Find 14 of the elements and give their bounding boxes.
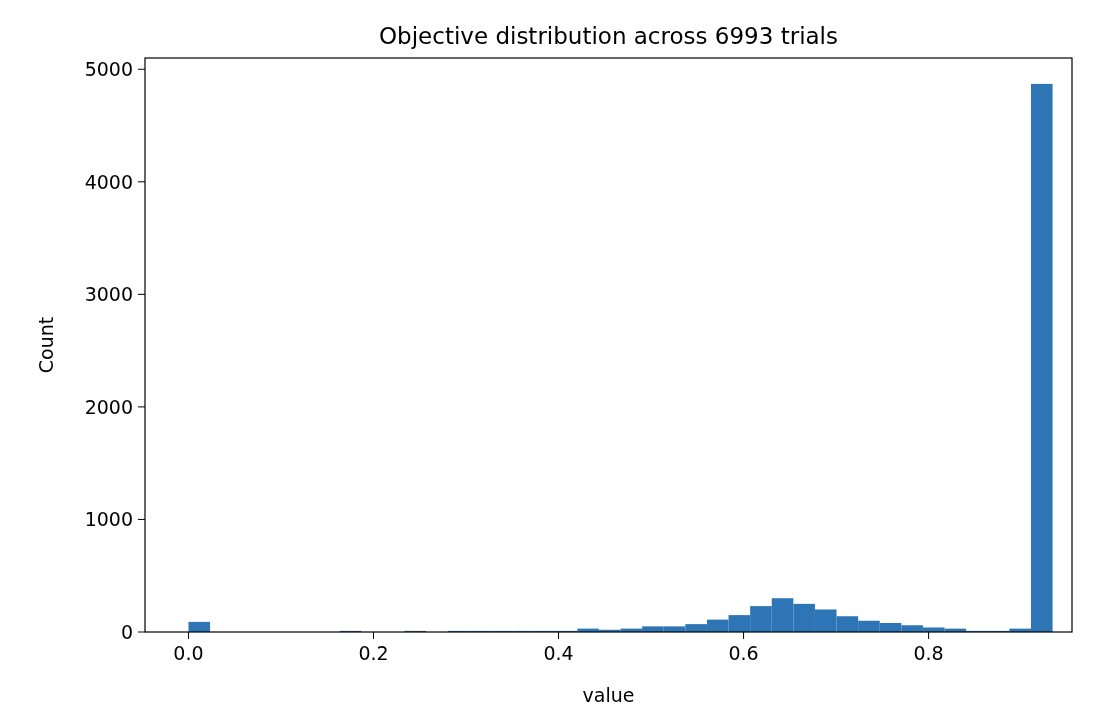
x-tick-label: 0.0: [173, 642, 204, 664]
x-tick-label: 0.8: [913, 642, 944, 664]
y-tick-label: 3000: [84, 283, 133, 306]
x-axis-title: value: [582, 684, 635, 706]
y-tick-label: 1000: [84, 508, 133, 531]
y-tick-label: 2000: [84, 395, 133, 418]
y-tick-label: 5000: [84, 58, 133, 81]
x-tick-label: 0.6: [728, 642, 759, 664]
y-axis-title: Count: [35, 316, 57, 374]
x-tick-label: 0.4: [543, 642, 574, 664]
x-tick-label: 0.2: [358, 642, 389, 664]
chart-title: Objective distribution across 6993 trials: [379, 23, 838, 49]
y-tick-label: 4000: [84, 170, 133, 193]
y-tick-label: 0: [120, 621, 133, 643]
